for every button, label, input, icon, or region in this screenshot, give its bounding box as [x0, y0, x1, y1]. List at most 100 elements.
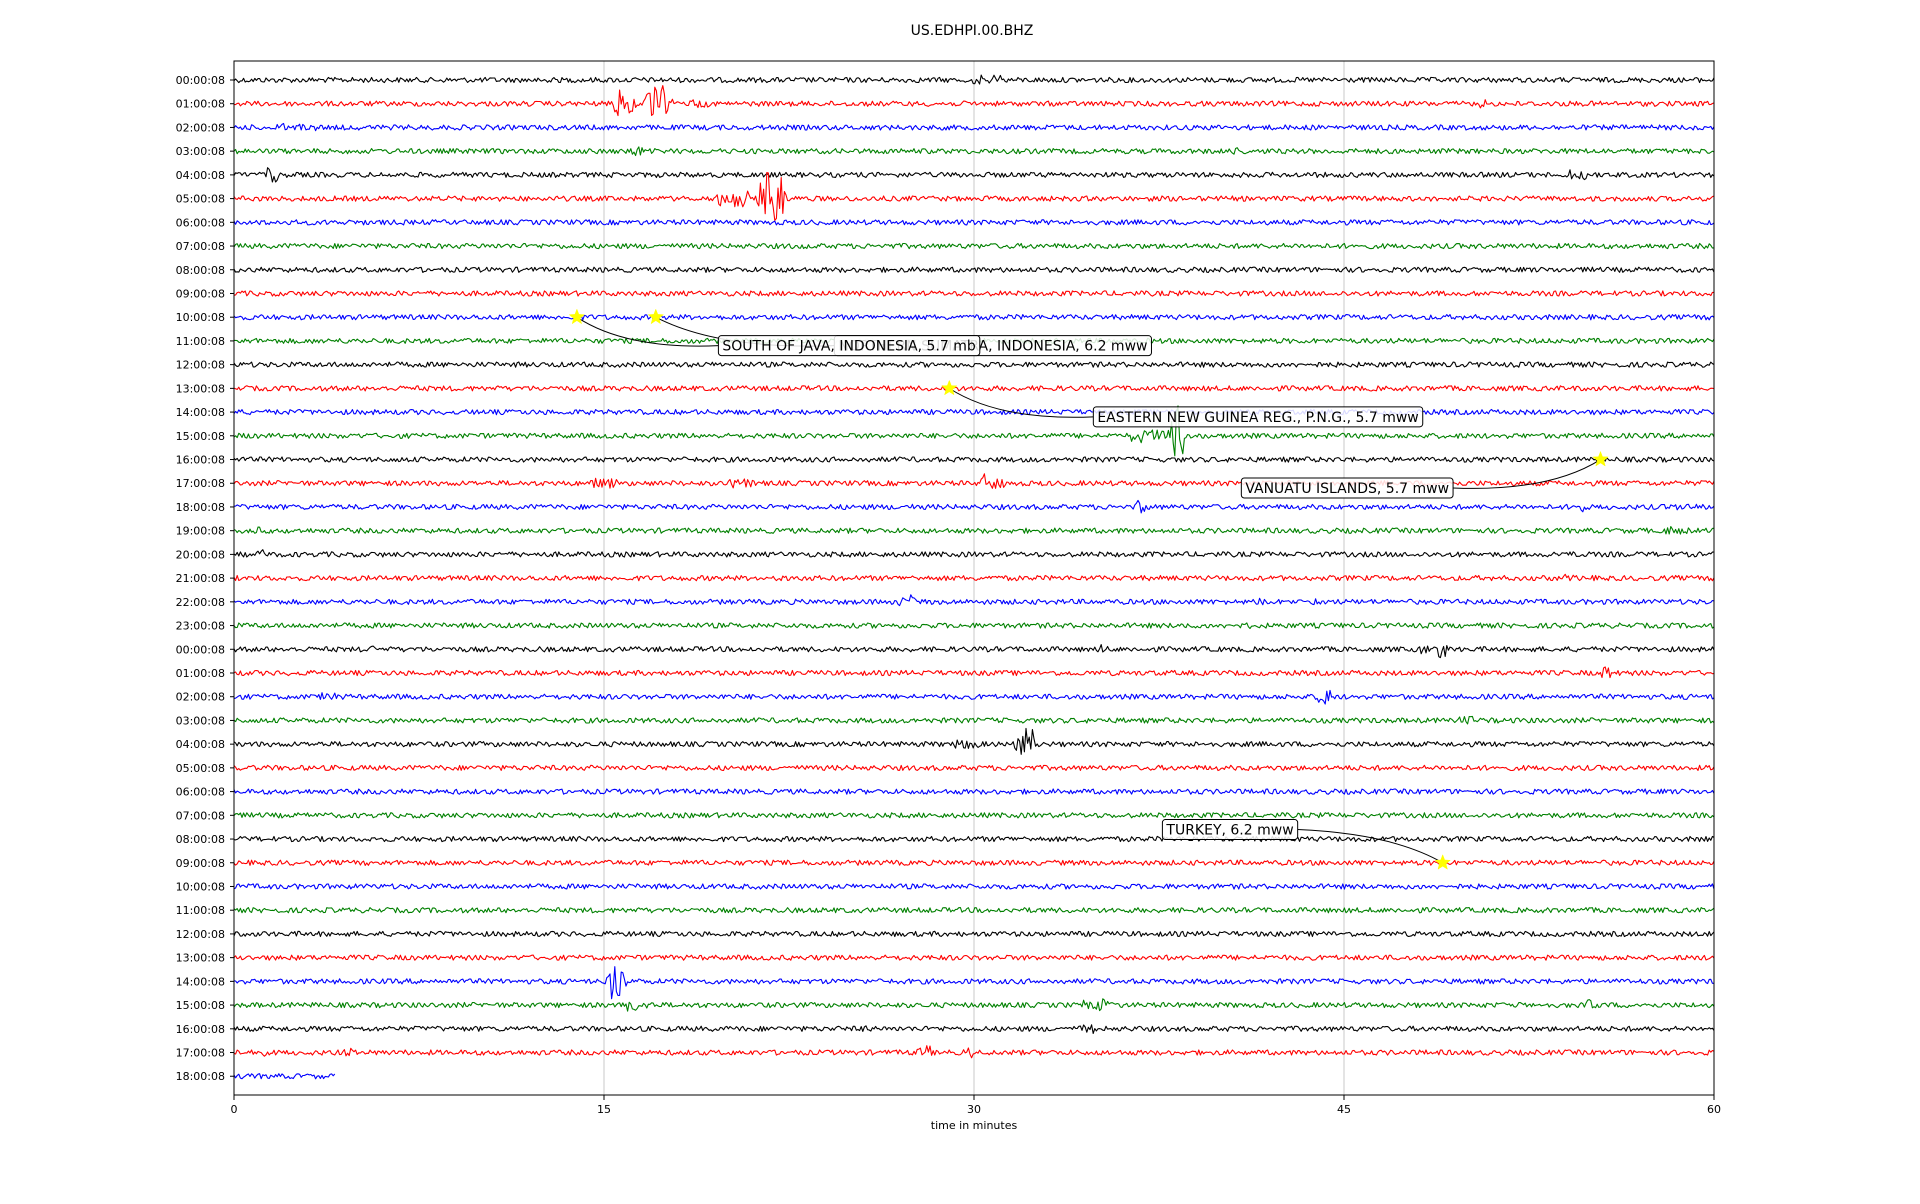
trace-row [233, 473, 1715, 489]
y-tick-label: 09:00:08 [176, 857, 225, 870]
y-tick-label: 11:00:08 [176, 335, 225, 348]
y-tick-label: 13:00:08 [176, 382, 225, 395]
event-label: SOUTH OF JAVA, INDONESIA, 5.7 mb [722, 339, 975, 355]
event-label: VANUATU ISLANDS, 5.7 mww [1245, 481, 1449, 497]
trace-rows [233, 74, 1715, 1080]
event-star-marker [1592, 450, 1609, 467]
trace-row [233, 788, 1715, 795]
y-tick-label: 08:00:08 [176, 264, 225, 277]
event-leader-line [1453, 459, 1601, 489]
y-tick-label: 02:00:08 [176, 691, 225, 704]
y-tick-label: 12:00:08 [176, 928, 225, 941]
y-tick-labels: 00:00:08 01:00:08 02:00:08 03:00:08 04:00:08… [176, 74, 234, 1083]
trace-row [233, 998, 1715, 1012]
trace-row [233, 907, 1715, 914]
x-tick-label: 60 [1707, 1103, 1721, 1116]
trace-row [233, 266, 1715, 273]
trace-row [233, 146, 1715, 157]
trace-row [233, 314, 1715, 321]
event-annotation: VANUATU ISLANDS, 5.7 mww [1240, 450, 1609, 499]
event-star-marker [568, 308, 586, 325]
y-tick-label: 03:00:08 [176, 145, 225, 158]
trace-row [233, 930, 1715, 938]
y-tick-label: 16:00:08 [176, 454, 225, 467]
y-tick-label: 17:00:08 [176, 1047, 225, 1060]
trace-row [233, 242, 1715, 250]
y-tick-label: 09:00:08 [176, 287, 225, 300]
y-tick-label: 18:00:08 [176, 501, 225, 514]
event-annotation: SOUTH OF JAVA, INDONESIA, 5.7 mb [568, 308, 981, 357]
event-leader-line [576, 316, 719, 347]
y-tick-label: 01:00:08 [176, 98, 225, 111]
trace-row [233, 859, 1715, 866]
trace-row [233, 499, 1715, 514]
y-tick-label: 10:00:08 [176, 880, 225, 893]
event-annotation: TURKEY, 6.2 mww [1161, 819, 1451, 870]
y-tick-label: 15:00:08 [176, 430, 225, 443]
event-annotation: EASTERN NEW GUINEA REG., P.N.G., 5.7 mww [941, 379, 1424, 428]
y-tick-label: 07:00:08 [176, 240, 225, 253]
trace-row [233, 689, 1715, 705]
trace-row [233, 405, 1715, 457]
trace-row [233, 171, 1715, 221]
trace-row [233, 954, 1715, 961]
trace-row [233, 622, 1715, 630]
trace-row [233, 1073, 336, 1080]
trace-row [233, 573, 1715, 582]
y-tick-label: 18:00:08 [176, 1070, 225, 1083]
y-tick-label: 13:00:08 [176, 952, 225, 965]
trace-row [233, 167, 1715, 183]
event-star-marker [1434, 854, 1451, 870]
event-annotations: NORTHERN SUMATRA, INDONESIA, 6.2 mwwSOUT… [568, 308, 1609, 870]
y-tick-label: 00:00:08 [176, 643, 225, 656]
y-tick-label: 10:00:08 [176, 311, 225, 324]
event-label: EASTERN NEW GUINEA REG., P.N.G., 5.7 mww [1097, 410, 1418, 426]
chart-title: US.EDHPI.00.BHZ [911, 23, 1034, 39]
event-leader-line [1297, 829, 1443, 864]
y-tick-label: 04:00:08 [176, 169, 225, 182]
trace-row [233, 219, 1715, 226]
y-tick-label: 17:00:08 [176, 477, 225, 490]
trace-row [233, 666, 1715, 679]
trace-row [233, 290, 1714, 297]
event-star-marker [941, 379, 958, 396]
trace-row [233, 764, 1715, 772]
x-tick-label: 15 [597, 1103, 611, 1116]
event-label: TURKEY, 6.2 mww [1165, 823, 1293, 839]
x-tick-label: 0 [231, 1103, 238, 1116]
y-tick-label: 16:00:08 [176, 1023, 225, 1036]
y-tick-label: 04:00:08 [176, 738, 225, 751]
trace-row [233, 385, 1715, 392]
trace-row [233, 883, 1715, 890]
trace-row [233, 408, 1715, 416]
y-tick-label: 07:00:08 [176, 809, 225, 822]
x-tick-label: 30 [967, 1103, 981, 1116]
trace-row [233, 122, 1715, 132]
trace-row [233, 526, 1715, 535]
y-tick-label: 22:00:08 [176, 596, 225, 609]
trace-row [233, 812, 1715, 819]
trace-row [233, 1024, 1715, 1035]
y-tick-label: 01:00:08 [176, 667, 225, 680]
trace-row [233, 835, 1715, 843]
y-tick-label: 14:00:08 [176, 406, 225, 419]
y-tick-label: 23:00:08 [176, 620, 225, 633]
trace-row [233, 74, 1715, 85]
y-tick-label: 05:00:08 [176, 193, 225, 206]
y-tick-label: 15:00:08 [176, 999, 225, 1012]
event-leader-line [949, 387, 1094, 418]
trace-row [233, 644, 1715, 659]
y-tick-label: 11:00:08 [176, 904, 225, 917]
y-tick-label: 00:00:08 [176, 74, 225, 87]
trace-row [233, 361, 1715, 368]
y-tick-label: 08:00:08 [176, 833, 225, 846]
y-tick-label: 21:00:08 [176, 572, 225, 585]
y-tick-label: 02:00:08 [176, 121, 225, 134]
trace-row [233, 1045, 1715, 1059]
y-tick-label: 05:00:08 [176, 762, 225, 775]
trace-row [233, 85, 1715, 117]
y-tick-label: 20:00:08 [176, 548, 225, 561]
trace-row [233, 594, 1715, 607]
